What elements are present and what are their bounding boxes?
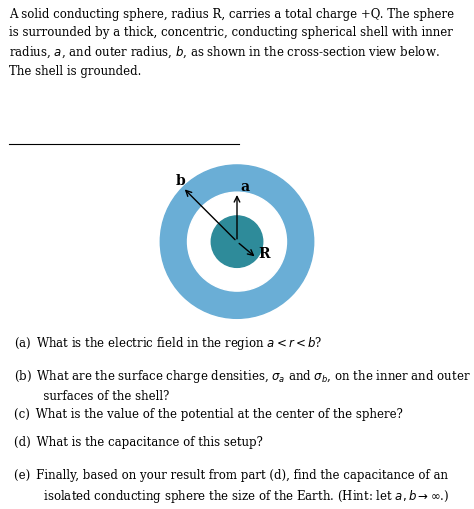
Circle shape <box>211 216 263 267</box>
Text: (a) What is the electric field in the region $a < r < b$?: (a) What is the electric field in the re… <box>14 335 323 352</box>
Text: A solid conducting sphere, radius R, carries a total charge +Q. The sphere
is su: A solid conducting sphere, radius R, car… <box>9 8 455 78</box>
Text: b: b <box>175 174 185 188</box>
Text: (c) What is the value of the potential at the center of the sphere?: (c) What is the value of the potential a… <box>14 408 403 421</box>
Text: a: a <box>240 180 250 193</box>
Text: (e) Finally, based on your result from part (d), find the capacitance of an
    : (e) Finally, based on your result from p… <box>14 469 449 505</box>
Text: (d) What is the capacitance of this setup?: (d) What is the capacitance of this setu… <box>14 436 263 449</box>
Text: (b) What are the surface charge densities, $\sigma_a$ and $\sigma_b$, on the inn: (b) What are the surface charge densitie… <box>14 368 471 403</box>
Circle shape <box>188 192 286 291</box>
Circle shape <box>160 165 314 318</box>
Text: R: R <box>259 247 270 261</box>
